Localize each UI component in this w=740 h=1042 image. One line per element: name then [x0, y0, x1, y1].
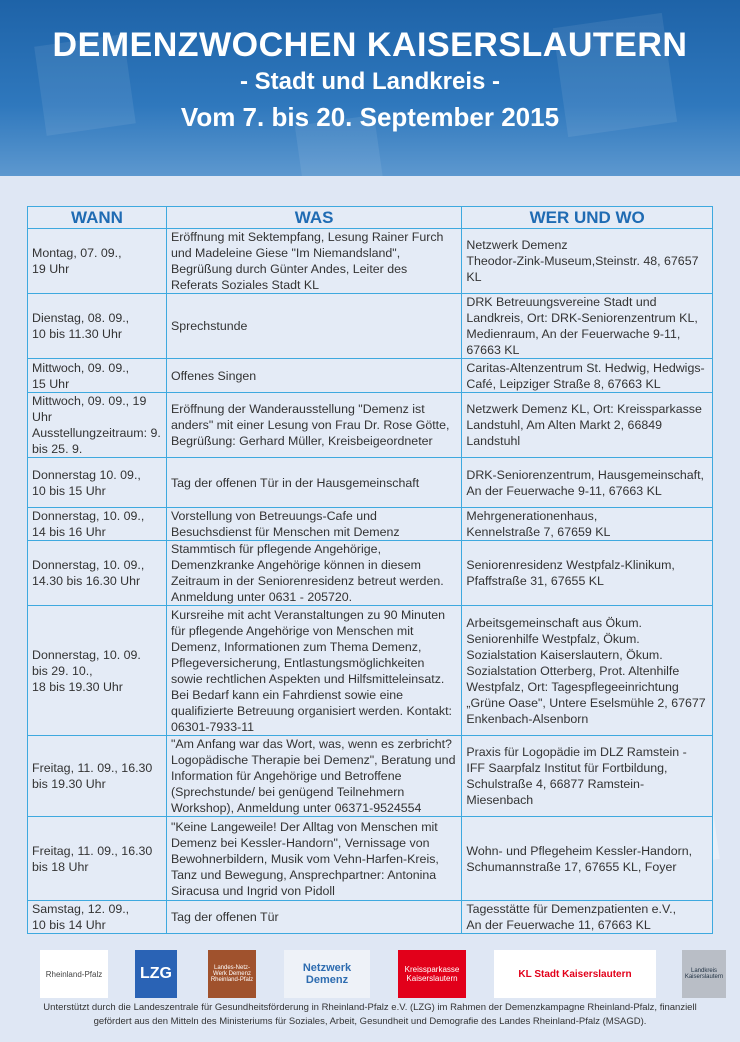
- header-banner: DEMENZWOCHEN KAISERSLAUTERN - Stadt und …: [0, 0, 740, 176]
- cell-wer-und-wo: Mehrgenerationenhaus, Kennelstraße 7, 67…: [461, 507, 713, 541]
- cell-wann: Donnerstag, 10. 09., 14.30 bis 16.30 Uhr: [27, 540, 167, 606]
- table-row: Freitag, 11. 09., 16.30 bis 19.30 Uhr "A…: [27, 735, 713, 817]
- sponsor-logos: Rheinland-Pfalz LZG Landes-Netz-Werk Dem…: [0, 950, 740, 1000]
- cell-was: Kursreihe mit acht Veranstaltungen zu 90…: [165, 605, 463, 736]
- cell-wer-und-wo: Praxis für Logopädie im DLZ Ramstein - I…: [461, 735, 713, 817]
- cell-was: Vorstellung von Betreuungs-Cafe und Besu…: [165, 507, 463, 541]
- cell-wann: Mittwoch, 09. 09., 15 Uhr: [27, 358, 167, 393]
- logo-text: Landkreis Kaiserslautern: [684, 968, 724, 980]
- cell-wann: Freitag, 11. 09., 16.30 bis 19.30 Uhr: [27, 735, 167, 817]
- cell-was: Tag der offenen Tür: [165, 900, 463, 934]
- table-row: Donnerstag 10. 09., 10 bis 15 Uhr Tag der…: [27, 457, 713, 508]
- table-header-row: WANN WAS WER UND WO: [27, 206, 713, 229]
- table-row: Freitag, 11. 09., 16.30 bis 18 Uhr "Keine…: [27, 816, 713, 901]
- cell-wann: Donnerstag 10. 09., 10 bis 15 Uhr: [27, 457, 167, 508]
- column-header-wann: WANN: [27, 206, 167, 229]
- column-header-was: WAS: [165, 206, 463, 229]
- logo-text: Netzwerk Demenz: [302, 962, 352, 986]
- cell-was: Eröffnung der Wanderausstellung "Demenz …: [165, 392, 463, 458]
- cell-wann: Donnerstag, 10. 09. bis 29. 10., 18 bis …: [27, 605, 167, 736]
- page-subtitle: - Stadt und Landkreis -: [239, 68, 500, 95]
- logo-text: Landes-Netz-Werk Demenz Rheinland-Pfalz: [210, 965, 254, 983]
- footer-note: Unterstützt durch die Landeszentrale für…: [0, 1001, 740, 1029]
- footer-line: Unterstützt durch die Landeszentrale für…: [43, 1002, 697, 1013]
- cell-wer-und-wo: Netzwerk Demenz Theodor-Zink-Museum,Stei…: [461, 228, 713, 294]
- table-row: Donnerstag, 10. 09., 14.30 bis 16.30 Uhr…: [27, 540, 713, 606]
- logo-text: KL Stadt Kaiserslautern: [518, 968, 632, 980]
- table-row: Dienstag, 08. 09., 10 bis 11.30 Uhr Sprec…: [27, 293, 713, 359]
- logo-text: Rheinland-Pfalz: [45, 969, 103, 979]
- cell-wer-und-wo: Netzwerk Demenz KL, Ort: Kreissparkasse …: [461, 392, 713, 458]
- cell-wann: Montag, 07. 09., 19 Uhr: [27, 228, 167, 294]
- cell-wann: Mittwoch, 09. 09., 19 Uhr Ausstellungzei…: [27, 392, 167, 458]
- logo-landes-netz-werk: Landes-Netz-Werk Demenz Rheinland-Pfalz: [208, 950, 256, 998]
- table-row: Donnerstag, 10. 09. bis 29. 10., 18 bis …: [27, 605, 713, 736]
- table-row: Mittwoch, 09. 09., 19 Uhr Ausstellungzei…: [27, 392, 713, 458]
- table-row: Mittwoch, 09. 09., 15 Uhr Offenes Singen C…: [27, 358, 713, 393]
- logo-text: LZG: [140, 965, 172, 982]
- cell-wer-und-wo: Caritas-Altenzentrum St. Hedwig, Hedwigs…: [461, 358, 713, 393]
- cell-wann: Freitag, 11. 09., 16.30 bis 18 Uhr: [27, 816, 167, 901]
- logo-stadt-kaiserslautern: KL Stadt Kaiserslautern: [494, 950, 656, 998]
- cell-was: Sprechstunde: [165, 293, 463, 359]
- logo-text: Kreissparkasse Kaiserslautern: [404, 965, 460, 983]
- cell-wer-und-wo: Arbeitsgemeinschaft aus Ökum. Seniorenhi…: [461, 605, 713, 736]
- table-row: Montag, 07. 09., 19 Uhr Eröffnung mit Sek…: [27, 228, 713, 294]
- table-row: Samstag, 12. 09., 10 bis 14 Uhr Tag der o…: [27, 900, 713, 934]
- cell-was: "Am Anfang war das Wort, was, wenn es ze…: [165, 735, 463, 817]
- logo-kreissparkasse: Kreissparkasse Kaiserslautern: [398, 950, 466, 998]
- column-header-wer-und-wo: WER UND WO: [461, 206, 713, 229]
- logo-netzwerk-demenz: Netzwerk Demenz: [284, 950, 370, 998]
- events-table: WANN WAS WER UND WO Montag, 07. 09., 19 …: [27, 206, 713, 934]
- cell-wer-und-wo: Seniorenresidenz Westpfalz-Klinikum, Pfa…: [461, 540, 713, 606]
- cell-wer-und-wo: Wohn- und Pflegeheim Kessler-Handorn, Sc…: [461, 816, 713, 901]
- cell-was: Tag der offenen Tür in der Hausgemeinsch…: [165, 457, 463, 508]
- table-row: Donnerstag, 10. 09., 14 bis 16 Uhr Vorste…: [27, 507, 713, 541]
- cell-was: "Keine Langeweile! Der Alltag von Mensch…: [165, 816, 463, 901]
- cell-wer-und-wo: DRK-Seniorenzentrum, Hausgemeinschaft, A…: [461, 457, 713, 508]
- footer-line: gefördert aus den Mitteln des Ministeriu…: [93, 1016, 647, 1027]
- cell-wann: Samstag, 12. 09., 10 bis 14 Uhr: [27, 900, 167, 934]
- cell-wann: Dienstag, 08. 09., 10 bis 11.30 Uhr: [27, 293, 167, 359]
- cell-wer-und-wo: DRK Betreuungsvereine Stadt und Landkrei…: [461, 293, 713, 359]
- cell-wann: Donnerstag, 10. 09., 14 bis 16 Uhr: [27, 507, 167, 541]
- logo-lzg: LZG: [135, 950, 177, 998]
- cell-was: Offenes Singen: [165, 358, 463, 393]
- cell-was: Stammtisch für pflegende Angehörige, Dem…: [165, 540, 463, 606]
- cell-wer-und-wo: Tagesstätte für Demenzpatienten e.V., An…: [461, 900, 713, 934]
- date-range: Vom 7. bis 20. September 2015: [180, 102, 560, 132]
- page-title: DEMENZWOCHEN KAISERSLAUTERN: [52, 26, 688, 64]
- cell-was: Eröffnung mit Sektempfang, Lesung Rainer…: [165, 228, 463, 294]
- logo-rheinland-pfalz: Rheinland-Pfalz: [40, 950, 108, 998]
- logo-landkreis: Landkreis Kaiserslautern: [682, 950, 726, 998]
